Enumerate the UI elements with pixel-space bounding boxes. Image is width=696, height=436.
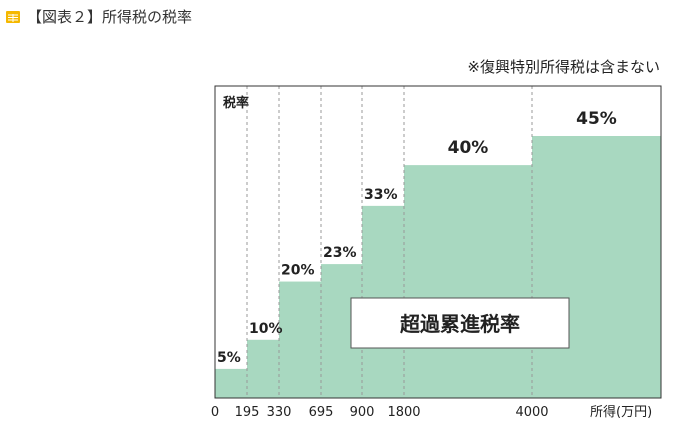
progressive-tax-annotation: 超過累進税率 <box>350 297 570 349</box>
rate-step-20 <box>279 281 321 398</box>
x-tick-195: 195 <box>235 405 260 420</box>
rate-step-10 <box>247 339 279 398</box>
rate-label-5: 5% <box>217 350 241 366</box>
x-tick-0: 0 <box>211 405 219 420</box>
rate-steps <box>215 136 661 398</box>
annotation-text: 超過累進税率 <box>399 312 520 336</box>
x-tick-695: 695 <box>309 405 334 420</box>
rate-label-10: 10% <box>249 321 283 337</box>
rate-label-20: 20% <box>281 263 315 279</box>
x-tick-1800: 1800 <box>387 405 420 420</box>
footnote: ※復興特別所得税は含まない <box>467 58 660 76</box>
rate-step-40 <box>404 165 532 398</box>
x-tick-900: 900 <box>350 405 375 420</box>
x-tick-labels: 0 195 330 695 900 1800 4000 <box>211 405 549 420</box>
x-axis-label: 所得(万円) <box>590 404 652 420</box>
y-axis-label: 税率 <box>223 95 249 111</box>
plot-frame <box>214 85 662 399</box>
rate-label-45: 45% <box>576 109 617 129</box>
rate-step-45 <box>532 136 661 398</box>
rate-label-23: 23% <box>323 245 357 261</box>
rate-label-40: 40% <box>448 138 489 158</box>
table-icon <box>6 11 20 23</box>
x-tick-4000: 4000 <box>515 405 548 420</box>
figure-caption: 【図表２】所得税の税率 <box>27 8 193 26</box>
figure-header: 【図表２】所得税の税率 <box>0 0 696 40</box>
x-tick-330: 330 <box>267 405 292 420</box>
rate-labels: 5% 10% 20% 23% 33% 40% 45% <box>217 109 617 366</box>
rate-step-5 <box>215 368 247 398</box>
rate-label-33: 33% <box>364 187 398 203</box>
annotation-box <box>350 297 570 349</box>
